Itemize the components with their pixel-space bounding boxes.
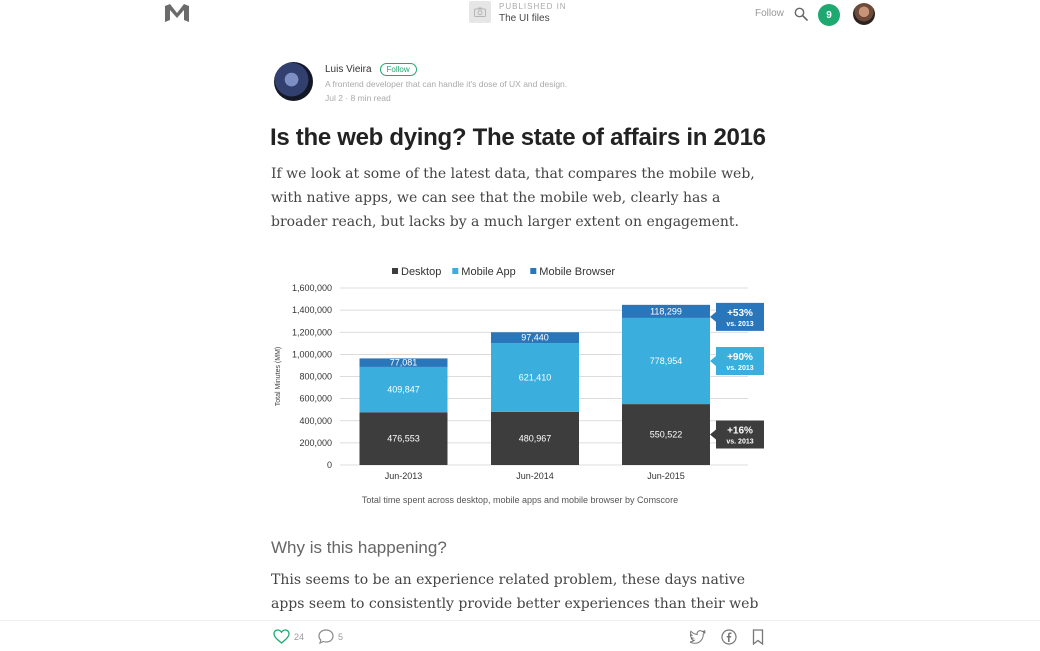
y-tick-label: 1,200,000 xyxy=(292,327,332,337)
x-tick-label: Jun-2014 xyxy=(516,471,554,481)
bottom-action-bar: 24 5 xyxy=(0,620,1040,651)
medium-logo-icon[interactable] xyxy=(165,4,189,22)
chart-caption: Total time spent across desktop, mobile … xyxy=(361,495,679,505)
article-title: Is the web dying? The state of affairs i… xyxy=(270,124,766,151)
data-label: 409,847 xyxy=(387,385,420,395)
publication[interactable]: PUBLISHED IN The UI files xyxy=(469,1,567,25)
y-axis-label: Total Minutes (MM) xyxy=(275,347,282,407)
user-avatar[interactable] xyxy=(853,3,875,25)
bar-segment xyxy=(491,411,579,465)
legend-entry: Mobile Browser xyxy=(539,266,615,278)
y-tick-label: 1,400,000 xyxy=(292,305,332,315)
y-tick-label: 800,000 xyxy=(299,372,332,382)
twitter-share-icon[interactable] xyxy=(690,630,706,644)
annotation-sub: vs. 2013 xyxy=(726,365,753,372)
search-icon[interactable] xyxy=(794,7,808,21)
y-tick-label: 600,000 xyxy=(299,394,332,404)
data-label: 77,081 xyxy=(390,358,418,368)
bar-segment xyxy=(491,343,579,412)
data-label: 621,410 xyxy=(519,372,552,382)
bar-segment xyxy=(622,404,710,465)
annotation-sub: vs. 2013 xyxy=(726,321,753,328)
responses-action[interactable]: 5 xyxy=(318,629,343,644)
published-in-label: PUBLISHED IN xyxy=(499,2,567,11)
bar-segment xyxy=(491,332,579,344)
y-tick-label: 200,000 xyxy=(299,438,332,448)
post-meta: Jul 2 · 8 min read xyxy=(325,93,391,103)
legend-swatch xyxy=(452,268,459,274)
data-label: 97,440 xyxy=(521,333,549,343)
chart-svg: Desktop Mobile App Mobile Browser 0 200,000 4… xyxy=(275,266,764,481)
likes-count: 24 xyxy=(294,631,305,642)
legend-swatch xyxy=(392,268,398,274)
top-bar: PUBLISHED IN The UI files Follow 9 xyxy=(0,0,1040,40)
stacked-bar-chart: Desktop Mobile App Mobile Browser 0 200,000 4… xyxy=(270,258,770,488)
annotation-box xyxy=(710,347,764,376)
y-tick-label: 1,600,000 xyxy=(292,283,332,293)
data-label: 778,954 xyxy=(650,356,683,366)
annotation-value: +53% xyxy=(727,308,753,319)
author-name[interactable]: Luis Vieira xyxy=(325,63,372,75)
data-label: 550,522 xyxy=(650,430,683,440)
annotation-value: +90% xyxy=(727,352,753,363)
follow-publication-link[interactable]: Follow xyxy=(755,8,784,19)
follow-author-button[interactable]: Follow xyxy=(379,62,417,76)
bar-segment xyxy=(359,412,448,465)
author-bio: A frontend developer that can handle it'… xyxy=(325,79,568,89)
legend-entry: Desktop xyxy=(401,266,441,278)
data-label: 480,967 xyxy=(519,433,552,443)
camera-icon xyxy=(474,7,486,17)
annotation-value: +16% xyxy=(727,426,753,437)
publication-logo xyxy=(469,1,491,23)
annotation-box xyxy=(710,420,764,449)
y-tick-label: 0 xyxy=(327,460,332,470)
bar-segment xyxy=(359,358,448,367)
responses-count: 5 xyxy=(338,631,344,642)
author-avatar[interactable] xyxy=(274,62,313,101)
annotation-box xyxy=(710,302,764,331)
notifications-badge[interactable]: 9 xyxy=(818,4,840,26)
legend-entry: Mobile App xyxy=(461,266,515,278)
x-tick-label: Jun-2015 xyxy=(647,471,685,481)
y-tick-label: 1,000,000 xyxy=(292,349,332,359)
x-tick-label: Jun-2013 xyxy=(385,471,423,481)
comment-icon[interactable] xyxy=(318,629,334,644)
bookmark-icon[interactable] xyxy=(752,629,764,645)
facebook-share-icon[interactable] xyxy=(721,629,737,645)
publication-name[interactable]: The UI files xyxy=(499,13,550,24)
data-label: 476,553 xyxy=(387,434,420,444)
article-intro: If we look at some of the latest data, t… xyxy=(271,166,755,230)
bar-segment xyxy=(622,304,710,318)
recommend-action[interactable]: 24 xyxy=(273,629,304,644)
legend-swatch xyxy=(530,268,537,274)
annotation-sub: vs. 2013 xyxy=(726,439,753,446)
bar-segment xyxy=(622,317,710,405)
heart-icon[interactable] xyxy=(273,629,290,644)
y-tick-label: 400,000 xyxy=(299,416,332,426)
bar-segment xyxy=(359,366,448,413)
data-label: 118,299 xyxy=(650,306,682,316)
section-heading: Why is this happening? xyxy=(271,538,447,557)
